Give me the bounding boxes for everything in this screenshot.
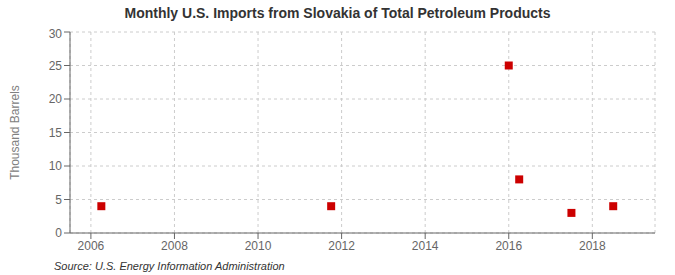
html-text:Monthly U.S. Imports from Slov: Monthly U.S. Imports from Slovakia of To… — [124, 5, 551, 21]
svg-text:25: 25 — [49, 59, 63, 73]
svg-text:20: 20 — [49, 92, 63, 106]
svg-text:2018: 2018 — [579, 239, 606, 253]
svg-text:2008: 2008 — [161, 239, 188, 253]
svg-text:2014: 2014 — [412, 239, 439, 253]
svg-text:2012: 2012 — [328, 239, 355, 253]
svg-text:5: 5 — [55, 193, 62, 207]
svg-text:2016: 2016 — [495, 239, 522, 253]
html-text:Source: U.S. Energy Informatio: Source: U.S. Energy Information Administ… — [54, 260, 285, 272]
svg-text:0: 0 — [55, 226, 62, 240]
svg-text:2010: 2010 — [245, 239, 272, 253]
svg-text:Thousand Barrels: Thousand Barrels — [8, 85, 22, 180]
svg-text:15: 15 — [49, 126, 63, 140]
svg-text:30: 30 — [49, 27, 63, 41]
svg-text:2006: 2006 — [78, 239, 105, 253]
svg-text:10: 10 — [49, 159, 63, 173]
